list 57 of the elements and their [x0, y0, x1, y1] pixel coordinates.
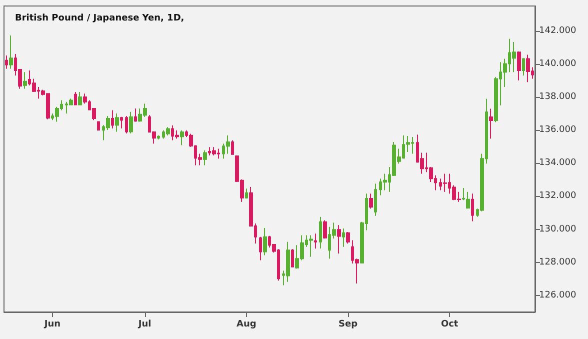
text: British Pound / Japanese Yen, 1D, — [15, 14, 184, 24]
candlestick — [346, 231, 350, 244]
candlestick — [245, 188, 248, 200]
candlestick — [157, 134, 160, 140]
x-tick-label: Aug — [236, 320, 256, 330]
candlestick — [259, 236, 262, 261]
candlestick — [166, 126, 170, 136]
candlestick — [522, 58, 525, 76]
candlestick — [129, 111, 133, 134]
candlestick — [175, 130, 179, 140]
candlestick — [489, 108, 493, 140]
candlestick — [526, 54, 530, 83]
candlestick — [319, 216, 322, 249]
x-tick-label: Oct — [440, 320, 459, 330]
candlestick — [323, 220, 327, 240]
x-tick-label: Jul — [137, 320, 152, 330]
candlestick — [291, 248, 294, 268]
candlestick — [23, 72, 27, 90]
y-tick-label: 138.000 — [539, 92, 576, 102]
candlestick — [231, 140, 234, 155]
candlestick — [115, 113, 119, 132]
y-tick-label: 126.000 — [539, 290, 576, 300]
candlestick — [125, 115, 128, 134]
candlestick — [97, 121, 100, 131]
y-tick-label: 134.000 — [539, 158, 576, 168]
y-tick-label: 140.000 — [539, 58, 576, 69]
candlestick — [180, 130, 184, 146]
y-tick-label: 130.000 — [539, 224, 576, 234]
candlestick — [466, 191, 470, 210]
candlestick — [314, 233, 317, 249]
y-tick-label: 132.000 — [539, 191, 576, 202]
candlestick — [78, 92, 82, 106]
candlestick — [369, 193, 373, 210]
candlestick — [471, 193, 474, 222]
candlestick — [111, 110, 114, 129]
candlestick — [212, 146, 216, 156]
candlestick — [5, 54, 8, 70]
candlestick — [9, 34, 13, 70]
candlestick — [74, 92, 77, 106]
x-tick-label: Sep — [338, 320, 358, 330]
candlestick — [342, 228, 345, 248]
candlestick — [443, 173, 447, 192]
candlestick — [374, 183, 377, 216]
y-tick-label: 128.000 — [539, 257, 576, 268]
candlestick — [512, 42, 516, 73]
candlestick — [203, 150, 207, 166]
candlestick — [517, 50, 521, 81]
candlestick — [309, 234, 313, 258]
candlestick — [226, 134, 230, 154]
candlestick — [337, 224, 341, 254]
candlestick — [286, 241, 290, 282]
x-tick-label: Jun — [43, 320, 61, 330]
y-tick-label: 142.000 — [539, 26, 576, 36]
candlestick — [134, 108, 137, 122]
candlestick — [263, 227, 267, 256]
y-tick-label: 136.000 — [539, 125, 576, 136]
candlestick — [120, 116, 123, 129]
